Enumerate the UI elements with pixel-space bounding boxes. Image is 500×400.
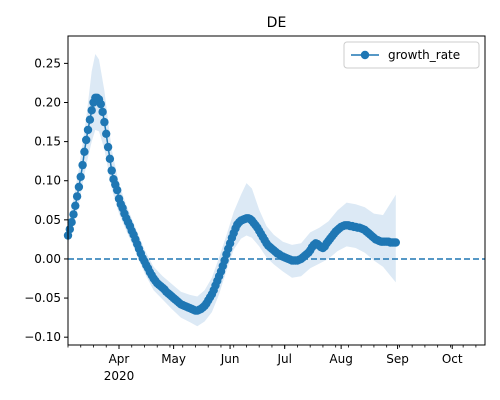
- x-tick-label: Jul: [276, 352, 291, 366]
- data-point: [78, 160, 87, 170]
- data-point: [98, 107, 107, 117]
- x-tick-label: Apr: [109, 352, 130, 366]
- data-point: [85, 115, 95, 124]
- x-tick-label: Sep: [386, 352, 409, 366]
- data-point: [107, 166, 116, 175]
- data-point: [80, 147, 89, 156]
- data-point: [82, 135, 91, 145]
- data-point: [74, 182, 84, 192]
- legend-label: growth_rate: [388, 48, 460, 62]
- chart-title: DE: [267, 15, 287, 31]
- data-point: [69, 210, 78, 219]
- data-point: [391, 238, 400, 247]
- axes-layer: −0.10 −0.05 0.00 0.05 0.10 0.15 0.20 0.25 Apr May…: [24, 35, 486, 383]
- data-point: [65, 225, 75, 234]
- y-tick-label: 0.15: [34, 135, 61, 149]
- data-point: [76, 172, 85, 181]
- data-point: [102, 129, 111, 138]
- x-tick-label: May: [161, 352, 186, 366]
- y-tick-label: 0.05: [34, 213, 61, 227]
- data-point: [103, 142, 113, 152]
- data-point: [72, 192, 82, 201]
- y-tick-label: 0.25: [34, 56, 61, 70]
- series-layer: [63, 93, 400, 315]
- data-point: [83, 125, 93, 135]
- data-point: [67, 218, 76, 227]
- y-tick-label: 0.20: [34, 95, 61, 109]
- y-tick-label: −0.05: [24, 291, 61, 305]
- data-point: [100, 117, 109, 127]
- x-tick-label: Oct: [442, 352, 463, 366]
- data-point: [87, 106, 96, 115]
- data-point: [96, 99, 106, 109]
- data-point: [105, 154, 115, 163]
- data-point: [71, 201, 80, 210]
- uncertainty-band: [68, 54, 396, 327]
- uncertainty-band-layer: [68, 54, 396, 327]
- x-tick-label: Aug: [329, 352, 352, 366]
- x-tick-label: Jun: [220, 352, 240, 366]
- legend-box: [343, 41, 480, 69]
- legend: growth_rate: [343, 41, 480, 69]
- y-tick-label: 0.00: [34, 252, 61, 266]
- y-tick-label: 0.10: [34, 174, 61, 188]
- data-point: [113, 185, 122, 195]
- x-year-label: 2020: [104, 369, 135, 383]
- legend-marker: [360, 50, 370, 60]
- y-tick-label: −0.10: [24, 330, 61, 344]
- plot-frame: [67, 35, 486, 346]
